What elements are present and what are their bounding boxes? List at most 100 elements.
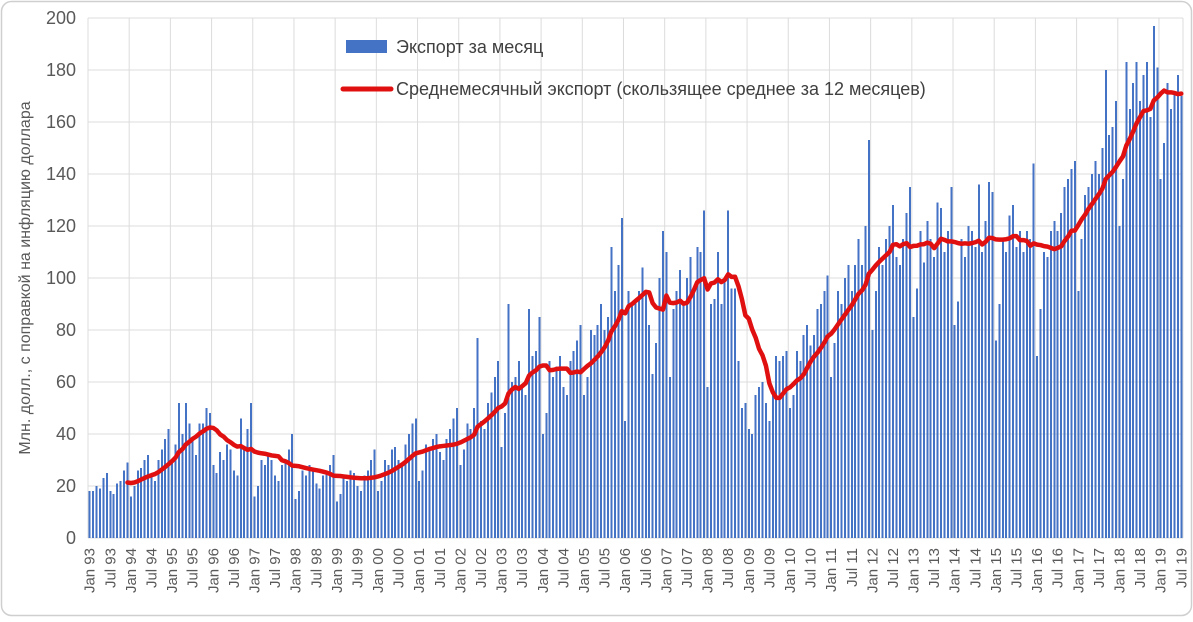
bar (548, 361, 551, 538)
bar (545, 413, 548, 538)
bar (1022, 252, 1025, 538)
x-tick-label: Jan 13 (906, 548, 923, 593)
bar (291, 434, 294, 538)
y-tick-label: 40 (56, 424, 76, 444)
bar (462, 449, 465, 538)
x-tick-label: Jan 08 (700, 548, 717, 593)
bar (414, 418, 417, 538)
bar (140, 467, 143, 538)
bar (246, 428, 249, 538)
bar (967, 226, 970, 538)
bar (411, 423, 414, 538)
bar (394, 447, 397, 538)
bar (363, 475, 366, 538)
bar (153, 480, 156, 538)
bar (627, 291, 630, 538)
bar (902, 239, 905, 538)
bar (1087, 187, 1090, 538)
bar (716, 252, 719, 538)
bar (136, 470, 139, 538)
bar-series (88, 25, 1183, 539)
bar (1091, 174, 1094, 538)
legend: Экспорт за месяц Среднемесячный экспорт … (340, 37, 926, 99)
bar (239, 418, 242, 538)
bar (147, 454, 150, 538)
bar (936, 202, 939, 538)
bar (1049, 231, 1052, 538)
bar (226, 444, 229, 538)
bar (734, 288, 737, 538)
bar (401, 465, 404, 538)
bar (1018, 231, 1021, 538)
bar (823, 291, 826, 538)
bar (466, 423, 469, 538)
bar (480, 421, 483, 538)
bar (428, 449, 431, 538)
bar (486, 402, 489, 538)
bar (1056, 231, 1059, 538)
bar (940, 207, 943, 539)
bar (651, 374, 654, 538)
bar (929, 239, 932, 538)
x-tick-label: Jan 17 (1070, 548, 1087, 593)
bar (232, 470, 235, 538)
bar (263, 465, 266, 538)
bar (250, 402, 253, 538)
bar (298, 491, 301, 538)
bar (579, 324, 582, 538)
bar (802, 335, 805, 538)
x-tick-label: Jul 06 (638, 548, 655, 588)
bar (648, 324, 651, 538)
bar (607, 317, 610, 538)
bar (425, 444, 428, 538)
bar (1015, 246, 1018, 539)
x-tick-label: Jul 10 (803, 548, 820, 588)
bar (596, 324, 599, 538)
x-tick-label: Jul 11 (844, 548, 861, 587)
bar (435, 434, 438, 538)
bar (191, 439, 194, 538)
bar (778, 361, 781, 538)
bar (994, 340, 997, 538)
y-tick-label: 120 (46, 216, 76, 236)
bar (442, 460, 445, 538)
bar (1115, 101, 1118, 538)
x-tick-label: Jan 97 (247, 548, 264, 593)
bar (531, 356, 534, 538)
bar (661, 231, 664, 538)
bar (812, 335, 815, 538)
bar (854, 265, 857, 538)
bar (754, 395, 757, 538)
x-tick-label: Jan 14 (947, 548, 964, 593)
bar (524, 395, 527, 538)
x-tick-label: Jan 06 (617, 548, 634, 593)
bar (675, 291, 678, 538)
bar (685, 278, 688, 538)
bar (991, 192, 994, 538)
bar (1169, 109, 1172, 538)
bar (620, 218, 623, 538)
bar (775, 356, 778, 538)
bar (418, 480, 421, 538)
bar (960, 239, 963, 538)
bar (304, 475, 307, 538)
bar (164, 439, 167, 538)
bar (679, 270, 682, 538)
bar (747, 428, 750, 538)
bar (1029, 239, 1032, 538)
bar (689, 257, 692, 538)
x-tick-label: Jan 19 (1153, 548, 1170, 593)
bar (861, 265, 864, 538)
bar (133, 486, 136, 538)
bar (895, 257, 898, 538)
x-tick-label: Jan 02 (452, 548, 469, 593)
bar (953, 324, 956, 538)
x-tick-label: Jan 05 (576, 548, 593, 593)
bar (150, 475, 153, 538)
bar (88, 491, 91, 538)
bar (850, 291, 853, 538)
bar (922, 262, 925, 538)
bar (105, 473, 108, 538)
bar (397, 460, 400, 538)
